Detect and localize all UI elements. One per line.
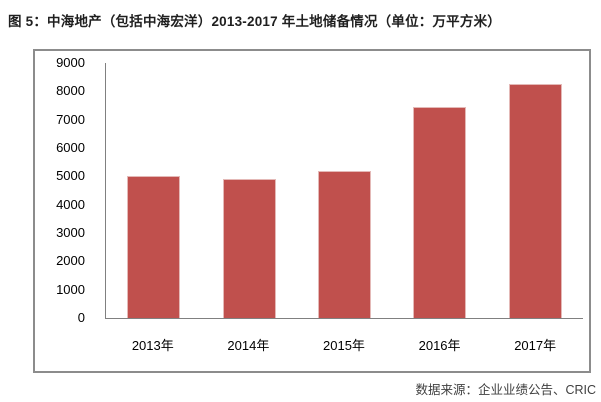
bar-cell-2017年	[488, 63, 583, 318]
y-tick-label-4000: 4000	[56, 196, 85, 212]
y-tick-label-9000: 9000	[56, 55, 85, 70]
bar-2013年	[127, 176, 181, 318]
bar-2015年	[318, 171, 372, 318]
y-tick-label-5000: 5000	[56, 168, 85, 184]
x-axis: 2013年 2014年 2015年 2016年 2017年	[105, 335, 583, 354]
x-tick-label-2013年: 2013年	[131, 338, 174, 353]
y-tick-label-3000: 3000	[56, 225, 85, 240]
x-tick-label-2015年: 2015年	[323, 338, 365, 353]
y-tick-label-0: 0	[77, 310, 85, 325]
bar-2017年	[508, 84, 562, 318]
x-tick-label-2014年: 2014年	[227, 338, 270, 353]
y-tick-label-1000: 1000	[56, 281, 85, 297]
bar-cell-2015年	[297, 63, 392, 318]
x-tick-label-2016年: 2016年	[418, 338, 461, 353]
y-tick-label-7000: 7000	[56, 111, 85, 127]
bar-2016年	[413, 107, 467, 318]
plot-area	[105, 63, 583, 319]
bar-cell-2014年	[201, 63, 296, 318]
bar-cell-2016年	[392, 63, 487, 318]
y-tick-label-8000: 8000	[56, 83, 85, 99]
y-tick-label-6000: 6000	[56, 140, 85, 155]
data-source-note: 数据来源：企业业绩公告、CRIC	[415, 383, 596, 397]
figure-title: 图 5：中海地产（包括中海宏洋）2013-2017 年土地储备情况（单位：万平方…	[8, 14, 501, 29]
x-tick-label-2017年: 2017年	[514, 338, 557, 353]
y-tick-label-2000: 2000	[56, 253, 85, 269]
bar-cell-2013年	[106, 63, 201, 318]
chart-container: 9000 8000 7000 6000 5000 4000 3000 2000 1000 0 20…	[33, 49, 591, 373]
bar-2014年	[222, 179, 276, 318]
